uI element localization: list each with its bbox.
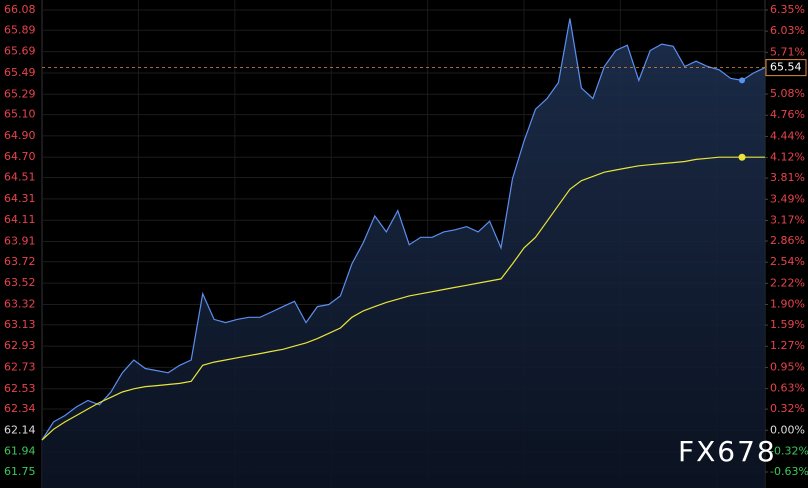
y2-tick-label: -0.32% xyxy=(770,444,808,457)
y2-tick-label: 2.54% xyxy=(770,255,805,268)
y-tick-label: 63.32 xyxy=(4,297,36,310)
y-tick-label: 64.31 xyxy=(4,192,36,205)
current-price-label: 65.54 xyxy=(770,61,802,74)
price-area xyxy=(42,18,765,488)
y2-tick-label: 0.63% xyxy=(770,382,805,395)
y-tick-label: 66.08 xyxy=(4,3,36,16)
current-price-box xyxy=(765,59,807,77)
y2-tick-label: 2.86% xyxy=(770,234,805,247)
y-tick-label: 63.72 xyxy=(4,255,36,268)
y2-tick-label: 5.08% xyxy=(770,87,805,100)
y2-tick-label: 4.76% xyxy=(770,108,805,121)
y2-tick-label: 3.49% xyxy=(770,192,805,205)
y2-tick-label: 1.90% xyxy=(770,298,805,311)
price-line xyxy=(41,18,766,441)
y-tick-label: 62.53 xyxy=(4,382,36,395)
watermark: FX678 xyxy=(678,435,777,468)
y2-tick-label: 6.03% xyxy=(770,24,805,37)
y2-tick-label: 0.95% xyxy=(770,360,805,373)
y-tick-label: 62.73 xyxy=(4,360,36,373)
y2-tick-label: 3.81% xyxy=(770,171,805,184)
y-tick-label: 65.10 xyxy=(4,108,36,121)
y2-tick-label: 1.27% xyxy=(770,339,805,352)
y-tick-label: 65.89 xyxy=(4,23,36,36)
y-tick-label: 62.34 xyxy=(4,402,36,415)
y-tick-label: 64.11 xyxy=(4,213,36,226)
y2-tick-label: -0.63% xyxy=(770,465,808,478)
y-tick-label: 62.93 xyxy=(4,339,36,352)
y-tick-label: 64.70 xyxy=(4,150,36,163)
y2-tick-label: 4.12% xyxy=(770,151,805,164)
y2-tick-label: 2.22% xyxy=(770,276,805,289)
y2-tick-label: 0.00% xyxy=(770,423,805,436)
average-line xyxy=(41,156,765,441)
y-tick-label: 62.14 xyxy=(4,423,36,436)
y-tick-label: 63.91 xyxy=(4,235,36,248)
y2-tick-label: 1.59% xyxy=(770,318,805,331)
y2-tick-label: 0.32% xyxy=(770,402,805,415)
y2-tick-label: 6.35% xyxy=(770,3,805,16)
y-tick-label: 64.51 xyxy=(4,171,36,184)
y-tick-label: 61.94 xyxy=(4,445,36,458)
y-tick-label: 65.69 xyxy=(4,45,36,58)
y-tick-label: 65.29 xyxy=(4,87,36,100)
price-dot xyxy=(739,77,746,84)
y2-tick-label: 4.44% xyxy=(770,129,805,142)
y-tick-label: 61.75 xyxy=(4,465,36,478)
y2-tick-label: 3.17% xyxy=(770,213,805,226)
y-tick-label: 65.49 xyxy=(4,66,36,79)
y-tick-label: 64.90 xyxy=(4,129,36,142)
y2-tick-label: 5.71% xyxy=(770,45,805,58)
y-tick-label: 63.52 xyxy=(4,276,36,289)
average-dot xyxy=(738,153,746,161)
y-tick-label: 63.13 xyxy=(4,318,36,331)
